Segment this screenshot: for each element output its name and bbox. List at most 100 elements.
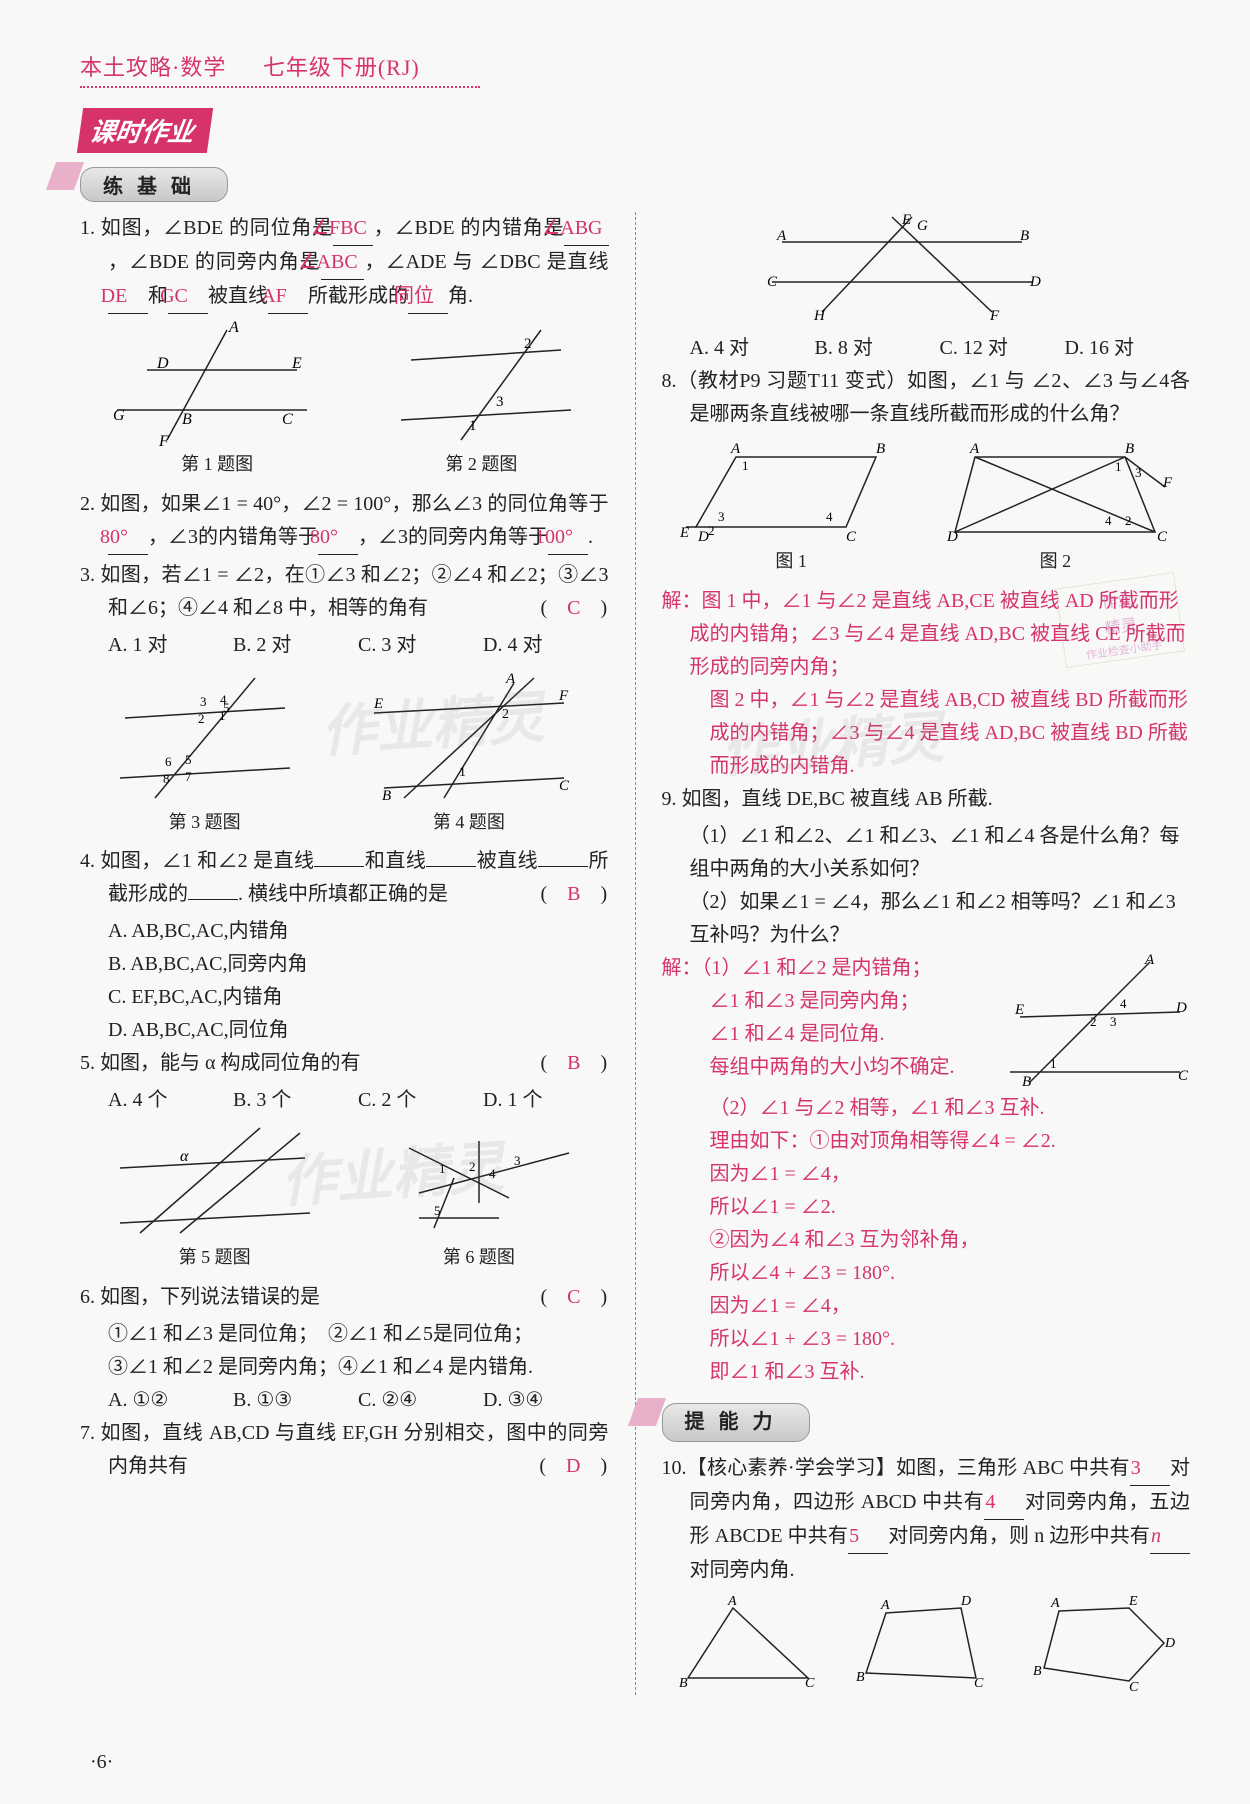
svg-text:G: G [113,407,125,424]
svg-text:4: 4 [1105,513,1112,528]
svg-text:B: B [876,441,885,457]
question-10: 10.【核心素养·学会学习】如图，三角形 ABC 中共有3对同旁内角，四边形 A… [662,1452,1191,1587]
q4-options: A. AB,BC,AC,内错角 B. AB,BC,AC,同旁内角 C. EF,B… [80,915,609,1047]
fig-row-q8: A B C D E 1 3 2 4 图 1 A B C D F 1 3 2 4 … [662,437,1191,583]
svg-text:4: 4 [489,1166,496,1181]
question-4: 4. 如图，∠1 和∠2 是直线和直线被直线所截形成的. 横线中所填都正确的是 … [80,845,609,911]
fig-row-5-6: α 第 5 题图 1 2 4 3 5 第 6 题图 [80,1123,609,1279]
svg-text:A: A [776,228,787,244]
svg-text:α: α [180,1148,189,1165]
basic-badge: 练基础 [80,167,228,202]
svg-text:C: C [1129,1680,1139,1693]
svg-text:B: B [1125,441,1134,457]
page-header: 本土攻略·数学 七年级下册(RJ) [80,50,1190,82]
svg-text:A: A [1144,952,1155,968]
svg-text:E: E [1014,1002,1024,1018]
q10-quad: A D B C [846,1593,996,1693]
q3-choices: A. 1 对 B. 2 对 C. 3 对 D. 4 对 [80,629,609,662]
svg-text:2: 2 [198,711,205,726]
right-column: A B C D E G H F A. 4 对 B. 8 对 C. 12 对 D.… [662,212,1191,1695]
svg-text:2: 2 [1125,513,1132,528]
svg-text:3: 3 [718,509,725,524]
svg-text:E: E [291,355,302,372]
svg-text:E: E [1128,1594,1138,1609]
question-2: 2. 如图，如果∠1 = 40°，∠2 = 100°，那么∠3 的同位角等于80… [80,488,609,555]
question-1: 1. 如图，∠BDE 的同位角是∠FBC，∠BDE 的内错角是∠ABG，∠BDE… [80,212,609,314]
svg-text:6: 6 [165,754,172,769]
svg-text:D: D [1029,274,1041,290]
svg-text:A: A [730,441,741,457]
ability-badge: 提能力 [662,1403,810,1442]
svg-text:3: 3 [1135,465,1142,480]
svg-text:C: C [846,529,857,545]
svg-text:A: A [1050,1596,1060,1611]
main-columns: 1. 如图，∠BDE 的同位角是∠FBC，∠BDE 的内错角是∠ABG，∠BDE… [80,212,1190,1695]
header-underline [80,86,480,88]
svg-text:A: A [727,1594,737,1609]
q8-figure-1: A B C D E 1 3 2 4 图 1 [676,437,906,583]
svg-text:E: E [679,525,689,541]
svg-text:E: E [901,212,911,228]
svg-text:D: D [1175,1000,1187,1016]
svg-text:C: C [559,778,570,794]
fig-row-3-4: 34 21 5 65 87 第 3 题图 E F A B C 2 1 第 4 题… [80,668,609,844]
svg-text:1: 1 [1050,1056,1057,1071]
svg-text:A: A [880,1598,890,1613]
svg-text:2: 2 [469,1159,476,1174]
figure-9: A E D B C 4 2 3 1 [990,952,1190,1092]
svg-text:3: 3 [200,694,207,709]
svg-text:H: H [813,308,826,324]
svg-text:3: 3 [514,1153,521,1168]
svg-text:2: 2 [524,336,532,352]
svg-text:G: G [917,218,928,234]
svg-text:B: B [856,1670,865,1685]
figure-7: A B C D E G H F [662,212,1191,332]
svg-text:3: 3 [1110,1014,1117,1029]
lesson-badge: 课时作业 [77,108,213,153]
figure-4: E F A B C 2 1 第 4 题图 [354,668,584,844]
svg-text:A: A [969,441,980,457]
series-title: 本土攻略·数学 [80,55,226,80]
svg-text:D: D [156,355,169,372]
svg-text:5: 5 [434,1203,441,1218]
q10-penta: A E D C B [1019,1593,1179,1693]
figure-6: 1 2 4 3 5 第 6 题图 [379,1123,579,1279]
figure-2: 2 3 1 第 2 题图 [381,320,581,486]
question-9: 9. 如图，直线 DE,BC 被直线 AB 所截. [662,783,1191,816]
fig-row-1-2: A D E G B C F 第 1 题图 2 3 1 第 2 题图 [80,320,609,486]
q6-choices: A. ①② B. ①③ C. ②④ D. ③④ [80,1384,609,1417]
figure-1: A D E G B C F 第 1 题图 [107,320,327,486]
q10-triangle: A B C [673,1593,823,1693]
q9-answer-row: 解：（1）∠1 和∠2 是内错角； ∠1 和∠3 是同旁内角； ∠1 和∠4 是… [662,952,1191,1092]
svg-text:7: 7 [185,769,192,784]
svg-text:1: 1 [742,458,749,473]
q6-propositions: ①∠1 和∠3 是同位角； ②∠1 和∠5是同位角； ③∠1 和∠2 是同旁内角… [80,1318,609,1384]
svg-text:F: F [1162,475,1173,491]
svg-text:A: A [505,671,516,687]
column-divider [635,212,636,1695]
q5-choices: A. 4 个 B. 3 个 C. 2 个 D. 1 个 [80,1084,609,1117]
svg-text:C: C [974,1676,984,1691]
svg-text:E: E [373,696,383,712]
figure-5: α 第 5 题图 [110,1123,320,1279]
svg-text:3: 3 [496,394,504,410]
svg-text:C: C [282,411,293,428]
svg-text:B: B [382,788,391,804]
svg-text:B: B [1033,1664,1042,1679]
svg-text:5: 5 [223,700,230,715]
svg-text:B: B [1020,228,1029,244]
svg-text:C: C [1178,1068,1189,1084]
svg-text:1: 1 [469,418,477,434]
q8-figure-2: A B C D F 1 3 2 4 图 2 [935,437,1175,583]
svg-text:D: D [946,529,958,545]
svg-text:4: 4 [1120,996,1127,1011]
question-8: 8.（教材P9 习题T11 变式）如图，∠1 与 ∠2、∠3 与∠4各是哪两条直… [662,365,1191,431]
q9-sub1: （1）∠1 和∠2、∠1 和∠3、∠1 和∠4 各是什么角？每组中两角的大小关系… [662,820,1191,886]
grade-label: 七年级下册(RJ) [263,55,420,80]
q7-choices: A. 4 对 B. 8 对 C. 12 对 D. 16 对 [662,332,1191,365]
page-number: ·6· [90,1751,113,1774]
svg-text:2: 2 [708,523,715,538]
q8-solution-line: 图 2 中，∠1 与∠2 是直线 AB,CD 被直线 BD 所截而形成的内错角；… [662,684,1191,783]
svg-text:5: 5 [185,752,192,767]
figure-3: 34 21 5 65 87 第 3 题图 [105,668,305,844]
